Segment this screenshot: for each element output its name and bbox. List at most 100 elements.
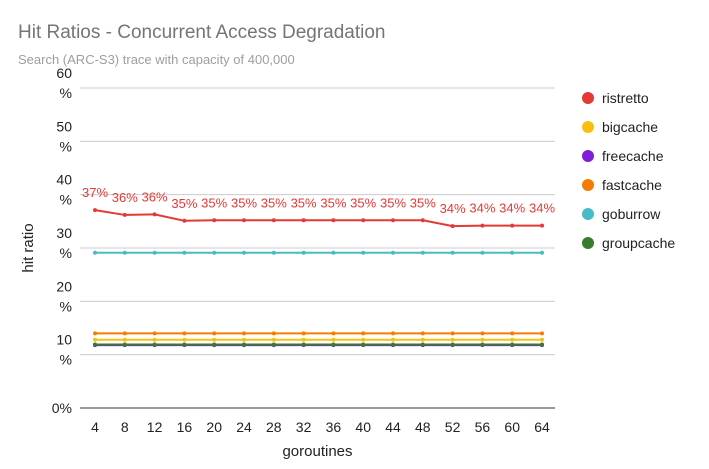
data-point-groupcache	[301, 342, 306, 347]
data-point-fastcache	[152, 331, 157, 336]
data-label: 34%	[440, 201, 466, 216]
legend-marker-bigcache	[582, 121, 594, 133]
data-point-bigcache	[420, 337, 425, 342]
data-point-fastcache	[510, 331, 515, 336]
y-tick-label: 0%	[52, 400, 72, 416]
data-label: 35%	[410, 195, 436, 210]
legend-marker-goburrow	[582, 208, 594, 220]
data-point-ristretto	[242, 218, 246, 223]
y-tick-label: 20	[56, 278, 72, 294]
data-point-goburrow	[93, 250, 97, 255]
data-point-fastcache	[450, 331, 455, 336]
data-point-bigcache	[271, 337, 276, 342]
data-label: 35%	[350, 195, 376, 210]
data-point-ristretto	[182, 218, 187, 223]
y-axis-title: hit ratio	[20, 223, 37, 272]
data-point-groupcache	[331, 342, 336, 347]
data-point-ristretto	[510, 223, 515, 228]
data-label: 34%	[469, 201, 495, 216]
x-tick-label: 20	[206, 419, 222, 435]
data-point-ristretto	[540, 223, 544, 228]
data-labels: 37% 36% 36% 35% 35% 35% 35% 35% 35% 35% 35% 35% 34% 3…	[82, 185, 555, 216]
data-point-ristretto	[361, 218, 366, 223]
data-point-ristretto	[391, 218, 395, 223]
data-point-goburrow	[420, 250, 425, 255]
data-point-fastcache	[242, 331, 246, 336]
data-point-groupcache	[182, 342, 187, 347]
data-point-ristretto	[420, 218, 425, 223]
data-label: 36%	[142, 189, 168, 204]
data-point-bigcache	[212, 337, 217, 342]
legend-label: bigcache	[602, 119, 658, 135]
data-point-ristretto	[450, 224, 455, 229]
data-point-goburrow	[182, 250, 187, 255]
data-point-fastcache	[480, 331, 485, 336]
legend-label: goburrow	[602, 206, 661, 222]
data-point-goburrow	[361, 250, 366, 255]
data-label: 35%	[231, 195, 257, 210]
y-tick-label: %	[60, 298, 72, 314]
legend-label: fastcache	[602, 177, 662, 193]
data-point-bigcache	[122, 337, 127, 342]
data-point-bigcache	[152, 337, 157, 342]
data-point-bigcache	[510, 337, 515, 342]
x-tick-label: 40	[355, 419, 371, 435]
y-tick-label: 10	[56, 332, 72, 348]
data-point-fastcache	[361, 331, 366, 336]
x-tick-label: 64	[534, 419, 550, 435]
data-label: 35%	[380, 195, 406, 210]
data-point-goburrow	[122, 250, 127, 255]
data-point-ristretto	[93, 208, 97, 213]
series-line-ristretto	[94, 209, 542, 228]
x-tick-label: 32	[296, 419, 312, 435]
data-label: 36%	[112, 190, 138, 205]
data-point-bigcache	[242, 337, 246, 342]
y-tick-label: %	[60, 352, 72, 368]
data-point-bigcache	[391, 337, 395, 342]
x-tick-label: 28	[266, 419, 282, 435]
y-tick-label: 50	[56, 118, 72, 134]
data-point-bigcache	[361, 337, 366, 342]
data-point-fastcache	[540, 331, 544, 336]
y-tick-label: %	[60, 192, 72, 208]
x-tick-label: 4	[91, 419, 99, 435]
data-label: 34%	[529, 201, 555, 216]
data-point-ristretto	[212, 218, 217, 223]
data-point-groupcache	[242, 342, 246, 347]
data-point-bigcache	[182, 337, 187, 342]
legend-marker-fastcache	[582, 179, 594, 191]
data-point-fastcache	[182, 331, 187, 336]
data-point-fastcache	[301, 331, 306, 336]
data-point-fastcache	[420, 331, 425, 336]
data-label: 35%	[171, 196, 197, 211]
x-axis-title: goroutines	[282, 443, 352, 460]
data-label: 37%	[82, 185, 108, 200]
data-label: 35%	[201, 195, 227, 210]
data-point-groupcache	[450, 342, 455, 347]
legend: ristretto bigcache freecache fastcache gobur…	[582, 90, 675, 251]
data-point-goburrow	[510, 250, 515, 255]
data-point-fastcache	[93, 331, 97, 336]
data-point-fastcache	[212, 331, 217, 336]
data-label: 35%	[291, 195, 317, 210]
legend-label: freecache	[602, 148, 664, 164]
data-point-goburrow	[212, 250, 217, 255]
x-tick-label: 24	[236, 419, 252, 435]
data-point-goburrow	[450, 250, 455, 255]
y-tick-label: %	[60, 85, 72, 101]
data-point-goburrow	[391, 250, 395, 255]
data-point-groupcache	[510, 342, 515, 347]
data-point-groupcache	[152, 342, 157, 347]
x-tick-label: 36	[326, 419, 342, 435]
data-point-fastcache	[122, 331, 127, 336]
data-point-ristretto	[122, 212, 127, 217]
data-point-groupcache	[391, 342, 395, 347]
data-point-groupcache	[271, 342, 276, 347]
data-point-bigcache	[331, 337, 336, 342]
data-point-ristretto	[152, 212, 157, 217]
x-tick-label: 56	[475, 419, 491, 435]
data-point-groupcache	[540, 342, 544, 347]
x-tick-label: 52	[445, 419, 461, 435]
chart-subtitle: Search (ARC-S3) trace with capacity of 4…	[18, 52, 295, 67]
